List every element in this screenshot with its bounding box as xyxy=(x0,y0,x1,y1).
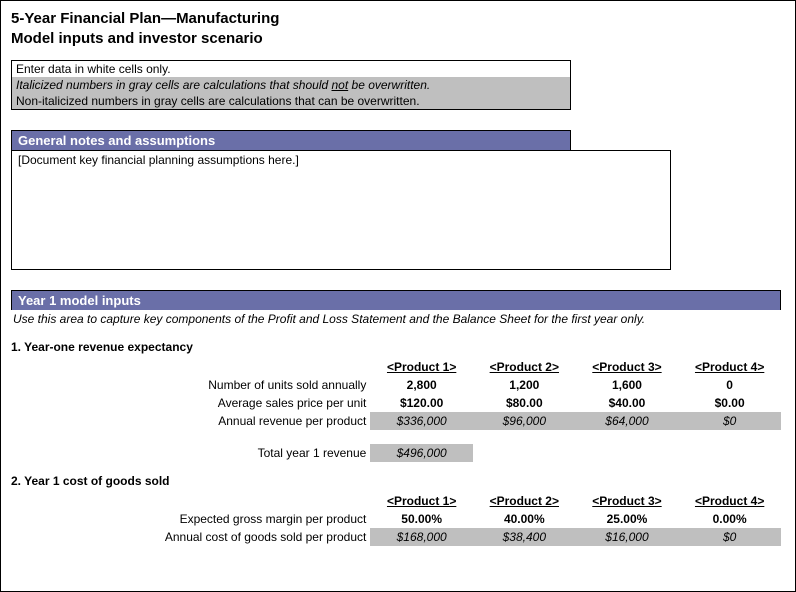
cogs-title: 2. Year 1 cost of goods sold xyxy=(11,470,785,492)
instruction-row-2-pre: Italicized numbers in gray cells are cal… xyxy=(16,78,332,92)
instruction-box: Enter data in white cells only. Italiciz… xyxy=(11,60,571,110)
annual-rev-3: $64,000 xyxy=(576,412,679,430)
annual-rev-1: $336,000 xyxy=(370,412,473,430)
product-header-2: <Product 2> xyxy=(473,358,576,376)
units-label: Number of units sold annually xyxy=(32,376,371,394)
instruction-row-3: Non-italicized numbers in gray cells are… xyxy=(12,93,570,109)
units-val-1[interactable]: 2,800 xyxy=(370,376,473,394)
section-header-year1: Year 1 model inputs xyxy=(11,290,781,310)
units-val-3[interactable]: 1,600 xyxy=(576,376,679,394)
annual-rev-label: Annual revenue per product xyxy=(32,412,371,430)
margin-val-1[interactable]: 50.00% xyxy=(370,510,473,528)
price-val-1[interactable]: $120.00 xyxy=(370,394,473,412)
cogs-product-header-2: <Product 2> xyxy=(473,492,576,510)
cogs-product-header-3: <Product 3> xyxy=(576,492,679,510)
annual-cogs-4: $0 xyxy=(678,528,781,546)
price-val-2[interactable]: $80.00 xyxy=(473,394,576,412)
annual-rev-2: $96,000 xyxy=(473,412,576,430)
instruction-row-1: Enter data in white cells only. xyxy=(12,61,570,77)
margin-label: Expected gross margin per product xyxy=(32,510,371,528)
cogs-table: <Product 1> <Product 2> <Product 3> <Pro… xyxy=(11,492,781,546)
section-header-general: General notes and assumptions xyxy=(11,130,571,150)
margin-val-4[interactable]: 0.00% xyxy=(678,510,781,528)
revenue-table: <Product 1> <Product 2> <Product 3> <Pro… xyxy=(11,358,781,462)
cogs-product-header-1: <Product 1> xyxy=(370,492,473,510)
instruction-row-2-not: not xyxy=(332,78,349,92)
product-header-1: <Product 1> xyxy=(370,358,473,376)
title-line-2: Model inputs and investor scenario xyxy=(11,29,785,49)
product-header-3: <Product 3> xyxy=(576,358,679,376)
annual-cogs-3: $16,000 xyxy=(576,528,679,546)
annual-cogs-2: $38,400 xyxy=(473,528,576,546)
price-label: Average sales price per unit xyxy=(32,394,371,412)
total-rev-val: $496,000 xyxy=(370,444,473,462)
year1-description: Use this area to capture key components … xyxy=(11,310,781,336)
title-block: 5-Year Financial Plan—Manufacturing Mode… xyxy=(11,9,785,48)
annual-cogs-1: $168,000 xyxy=(370,528,473,546)
cogs-product-header-4: <Product 4> xyxy=(678,492,781,510)
title-line-1: 5-Year Financial Plan—Manufacturing xyxy=(11,9,785,29)
price-val-4[interactable]: $0.00 xyxy=(678,394,781,412)
margin-val-2[interactable]: 40.00% xyxy=(473,510,576,528)
annual-rev-4: $0 xyxy=(678,412,781,430)
instruction-row-2: Italicized numbers in gray cells are cal… xyxy=(12,77,570,93)
instruction-row-2-post: be overwritten. xyxy=(348,78,430,92)
revenue-title: 1. Year-one revenue expectancy xyxy=(11,336,785,358)
product-header-4: <Product 4> xyxy=(678,358,781,376)
margin-val-3[interactable]: 25.00% xyxy=(576,510,679,528)
units-val-2[interactable]: 1,200 xyxy=(473,376,576,394)
total-rev-label: Total year 1 revenue xyxy=(32,444,371,462)
annual-cogs-label: Annual cost of goods sold per product xyxy=(32,528,371,546)
price-val-3[interactable]: $40.00 xyxy=(576,394,679,412)
general-notes-box[interactable]: [Document key financial planning assumpt… xyxy=(11,150,671,270)
units-val-4[interactable]: 0 xyxy=(678,376,781,394)
